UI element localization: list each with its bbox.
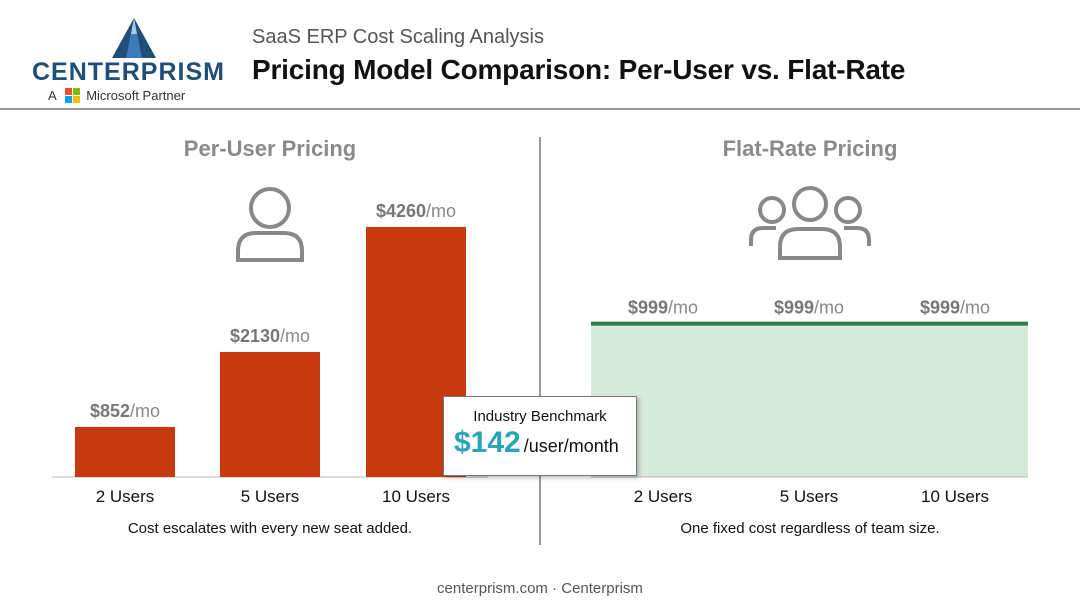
flat-rate-caption: One fixed cost regardless of team size. xyxy=(680,520,940,537)
mountain-peak-icon xyxy=(112,18,156,58)
per-user-caption: Cost escalates with every new seat added… xyxy=(127,520,413,537)
flat-rate-value-label: $999/mo xyxy=(628,298,698,318)
panel-divider xyxy=(539,137,541,545)
flat-rate-category-label: 5 Users xyxy=(780,487,839,506)
industry-benchmark-callout: Industry Benchmark $142/user/month xyxy=(443,396,637,476)
per-user-bar xyxy=(220,351,320,477)
benchmark-label: Industry Benchmark xyxy=(473,408,607,425)
per-user-title: Per-User Pricing xyxy=(183,136,357,161)
per-user-bar xyxy=(75,426,175,477)
per-user-value-label: $2130/mo xyxy=(230,326,310,346)
partner-badge: A Microsoft Partner xyxy=(48,88,185,103)
page-title: Pricing Model Comparison: Per-User vs. F… xyxy=(252,54,906,85)
user-group-icon xyxy=(749,186,871,260)
flat-rate-value-label: $999/mo xyxy=(774,298,844,318)
header-divider xyxy=(0,108,1080,110)
company-logo: CENTERPRISM A Microsoft Partner xyxy=(30,16,230,103)
single-user-icon xyxy=(236,187,304,262)
flat-rate-category-label: 10 Users xyxy=(921,487,989,506)
per-user-category-label: 2 Users xyxy=(96,487,155,506)
benchmark-unit: /user/month xyxy=(523,436,619,456)
logo-name: CENTERPRISM xyxy=(32,58,225,86)
footer-text: centerprism.com · Centerprism xyxy=(437,580,643,597)
partner-prefix: A xyxy=(48,88,56,103)
per-user-category-label: 10 Users xyxy=(382,487,450,506)
per-user-category-label: 5 Users xyxy=(241,487,300,506)
page-subtitle: SaaS ERP Cost Scaling Analysis xyxy=(252,26,545,48)
flat-rate-value-label: $999/mo xyxy=(920,298,990,318)
partner-name: Microsoft Partner xyxy=(86,88,186,103)
flat-rate-area xyxy=(591,323,1028,477)
flat-rate-title: Flat-Rate Pricing xyxy=(722,136,898,161)
flat-rate-category-label: 2 Users xyxy=(634,487,693,506)
microsoft-logo-icon xyxy=(64,88,80,103)
per-user-value-label: $852/mo xyxy=(90,401,160,421)
benchmark-value-row: $142/user/month xyxy=(454,426,619,460)
per-user-value-label: $4260/mo xyxy=(376,201,456,221)
benchmark-value: $142 xyxy=(454,426,521,459)
